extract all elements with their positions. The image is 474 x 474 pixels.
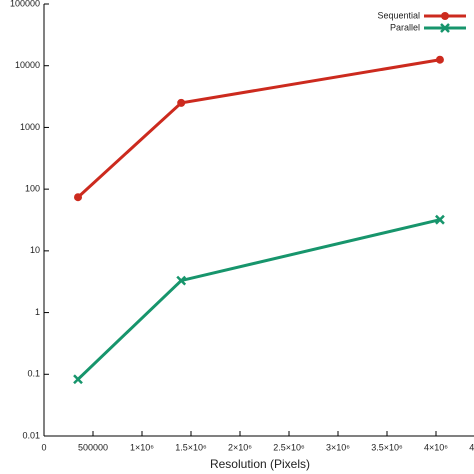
x-tick-label: 1×10⁶	[130, 442, 154, 452]
series-line	[76, 58, 441, 199]
x-tick-label: 2×10⁶	[228, 442, 252, 452]
x-tick-label: 0	[41, 442, 46, 452]
marker	[73, 374, 83, 385]
legend-marker	[441, 12, 449, 20]
x-tick-label: 3×10⁶	[326, 442, 350, 452]
y-tick-label: 1000	[20, 122, 40, 132]
x-tick-label: 500000	[78, 442, 108, 452]
series-line	[76, 218, 441, 381]
legend-label: Sequential	[377, 10, 420, 20]
y-tick-label: 0.01	[22, 430, 40, 440]
x-tick-label: 4.5×10⁶	[469, 442, 474, 452]
marker	[435, 214, 445, 225]
marker	[435, 55, 444, 64]
x-tick-label: 2.5×10⁶	[273, 442, 305, 452]
legend-marker	[440, 23, 450, 33]
x-tick-label: 4×10⁶	[424, 442, 448, 452]
marker	[177, 98, 186, 107]
y-tick-label: 100000	[10, 0, 40, 8]
x-axis-label: Resolution (Pixels)	[210, 457, 310, 471]
y-tick-label: 0.1	[27, 369, 40, 379]
marker	[74, 193, 83, 202]
y-tick-label: 10000	[15, 60, 40, 70]
y-tick-label: 100	[25, 184, 40, 194]
x-tick-label: 3.5×10⁶	[371, 442, 403, 452]
marker	[176, 275, 187, 286]
x-tick-label: 1.5×10⁶	[175, 442, 207, 452]
y-tick-label: 1	[35, 307, 40, 317]
legend-label: Parallel	[390, 22, 420, 32]
y-tick-label: 10	[30, 245, 40, 255]
